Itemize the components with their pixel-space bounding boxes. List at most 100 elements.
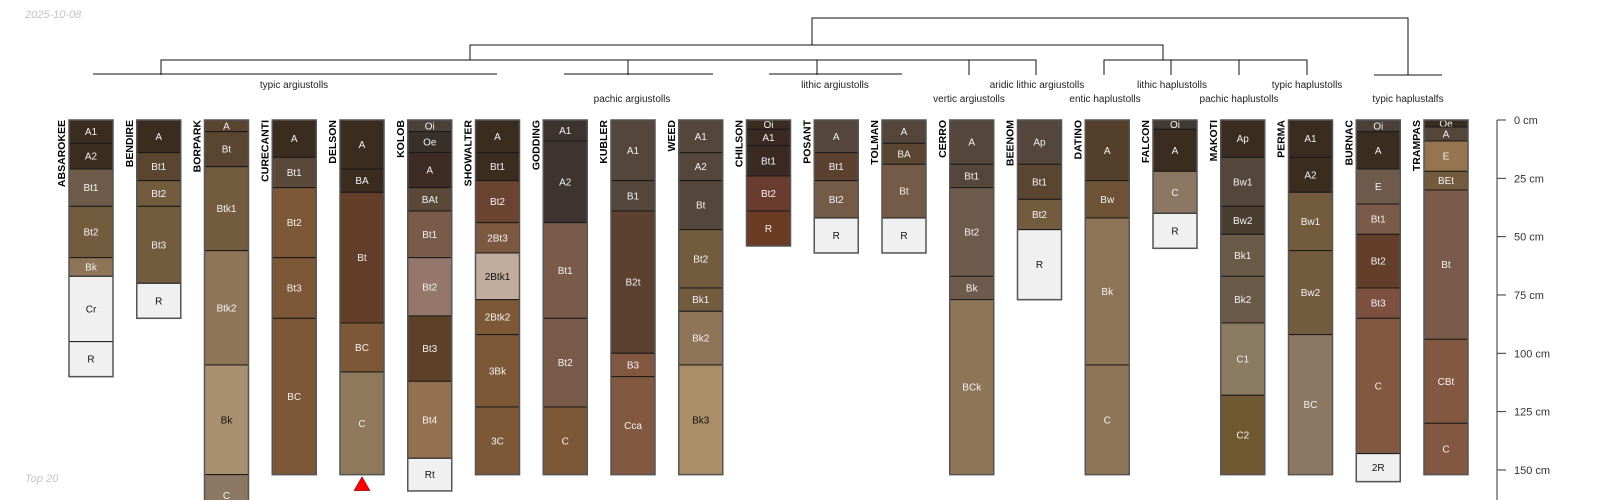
horizon[interactable] (1288, 334, 1333, 476)
horizon-label: Bt (696, 201, 706, 212)
profile-outline (136, 119, 182, 320)
soil-profile[interactable]: DELSON A BA Bt BC C (327, 119, 385, 491)
horizon[interactable] (678, 364, 724, 476)
horizon[interactable] (68, 168, 114, 207)
soil-profile[interactable]: SHOWALTER A Bt1 Bt2 2Bt3 2Btk1 2Btk2 3Bk 3C (463, 119, 521, 476)
profile-name: DELSON (327, 120, 339, 164)
horizon[interactable] (678, 310, 724, 366)
horizon[interactable] (542, 406, 588, 476)
horizon-label: BAt (422, 195, 438, 206)
horizon-label: A2 (85, 152, 98, 163)
profile-outline (881, 119, 927, 254)
horizon[interactable] (68, 275, 114, 343)
horizon-label: Bk (1101, 287, 1114, 298)
horizon-label: BEt (1438, 176, 1454, 187)
horizon[interactable] (1220, 205, 1266, 235)
horizon-label: Ap (1033, 138, 1046, 149)
profile-name: TOLMAN (869, 120, 881, 165)
profile-outline (1220, 119, 1266, 476)
horizon[interactable] (204, 131, 249, 168)
horizon[interactable] (407, 315, 453, 382)
horizon[interactable] (1423, 189, 1469, 340)
soil-profile[interactable]: BURNAC Oi A E Bt1 Bt2 Bt3 C 2R (1343, 119, 1401, 483)
horizon[interactable] (813, 180, 859, 219)
soil-profile[interactable]: GODDING A1 A2 Bt1 Bt2 C (530, 119, 588, 476)
horizon[interactable] (271, 317, 317, 476)
horizon[interactable] (407, 380, 453, 459)
horizon-label: A (426, 166, 433, 177)
horizon[interactable] (204, 250, 249, 366)
soil-profile[interactable]: BORPARK A Bt Btk1 Btk2 Bk C (192, 119, 250, 500)
soil-profile[interactable]: CHILSON Oi A1 Bt1 Bt2 R (734, 119, 792, 247)
horizon-label: A (359, 140, 366, 151)
horizon[interactable] (881, 163, 927, 219)
horizon[interactable] (68, 205, 114, 259)
horizon-label: C (562, 436, 569, 447)
horizon-label: 2Bt3 (487, 233, 508, 244)
horizon-label: BA (355, 176, 369, 187)
horizon-label: Bt1 (422, 230, 437, 241)
horizon-label: Bt (1441, 260, 1451, 271)
profile-outline (1084, 119, 1130, 476)
cluster-label: pachic argiustolls (594, 94, 671, 105)
horizon[interactable] (1355, 317, 1401, 455)
soil-profile[interactable]: CERRO A Bt1 Bt2 Bk BCk (937, 119, 995, 476)
horizon[interactable] (271, 257, 317, 319)
soil-profile[interactable]: CURECANTI A Bt1 Bt2 Bt3 BC (259, 119, 317, 476)
horizon[interactable] (68, 142, 114, 170)
horizon[interactable] (1355, 233, 1401, 289)
horizon[interactable] (271, 119, 317, 158)
soil-profile[interactable]: BENDIRE A Bt1 Bt2 Bt3 R (124, 119, 182, 320)
horizon[interactable] (1220, 322, 1266, 396)
horizon-label: R (155, 296, 162, 307)
soil-profile[interactable]: FALCON Oi A C R (1140, 119, 1198, 250)
horizon[interactable] (407, 152, 453, 189)
horizon[interactable] (339, 322, 385, 373)
horizon-label: Bt2 (287, 218, 302, 229)
soil-profile[interactable]: ABSAROKEE A1 A2 Bt1 Bt2 Bk Cr R (56, 119, 114, 378)
horizon-label: Bt3 (151, 240, 166, 251)
soil-profile[interactable]: KOLOB Oi Oe A BAt Bt1 Bt2 Bt3 Bt4 Rt (395, 119, 453, 492)
horizon[interactable] (678, 119, 724, 154)
soil-profile[interactable]: MAKOTI Ap Bw1 Bw2 Bk1 Bk2 C1 C2 (1208, 119, 1266, 476)
horizon[interactable] (610, 210, 656, 354)
profile-outline (1152, 119, 1198, 250)
horizon[interactable] (68, 341, 114, 378)
horizon-label: Bw1 (1301, 217, 1321, 228)
horizon[interactable] (678, 152, 724, 182)
horizon[interactable] (746, 175, 791, 212)
horizon[interactable] (407, 210, 453, 259)
horizon-label: C (1375, 381, 1382, 392)
horizon[interactable] (271, 187, 317, 259)
soil-profile[interactable]: TRAMPAS OeA E BEt Bt CBt C (1411, 119, 1469, 476)
horizon[interactable] (1084, 217, 1130, 366)
soil-profile[interactable]: PERMA A1 A2 Bw1 Bw2 BC (1276, 119, 1334, 476)
horizon-label: Bt1 (829, 162, 844, 173)
horizon-label: 3C (491, 436, 504, 447)
horizon[interactable] (1288, 250, 1333, 336)
horizon[interactable] (1288, 119, 1333, 158)
horizon-label: C2 (1236, 430, 1249, 441)
horizon[interactable] (881, 217, 927, 254)
horizon[interactable] (542, 140, 588, 224)
horizon[interactable] (475, 299, 520, 336)
horizon[interactable] (475, 252, 520, 301)
horizon[interactable] (204, 166, 249, 252)
soil-profile[interactable]: POSANT A Bt1 Bt2 R (801, 119, 859, 254)
soil-profile[interactable]: DATINO A Bw Bk C (1072, 119, 1130, 476)
horizon[interactable] (610, 180, 656, 212)
horizon[interactable] (1017, 163, 1062, 200)
horizon[interactable] (1084, 364, 1130, 476)
soil-profile[interactable]: WEED A1 A2 Bt Bt2 Bk1 Bk2 Bk3 (666, 119, 724, 476)
horizon[interactable] (1423, 422, 1469, 476)
horizon[interactable] (1220, 233, 1266, 277)
soil-profile[interactable]: KUBLER A1 B1 B2t B3 Cca (598, 119, 656, 476)
profile-outline (271, 119, 317, 476)
soil-profile[interactable]: BEENOM Ap Bt1 Bt2 R (1005, 119, 1063, 301)
horizon[interactable] (542, 317, 588, 408)
soil-profile[interactable]: TOLMAN A BA Bt R (869, 119, 927, 254)
horizon-label: E (1443, 152, 1450, 163)
horizon[interactable] (949, 187, 995, 277)
horizon[interactable] (1423, 338, 1469, 424)
